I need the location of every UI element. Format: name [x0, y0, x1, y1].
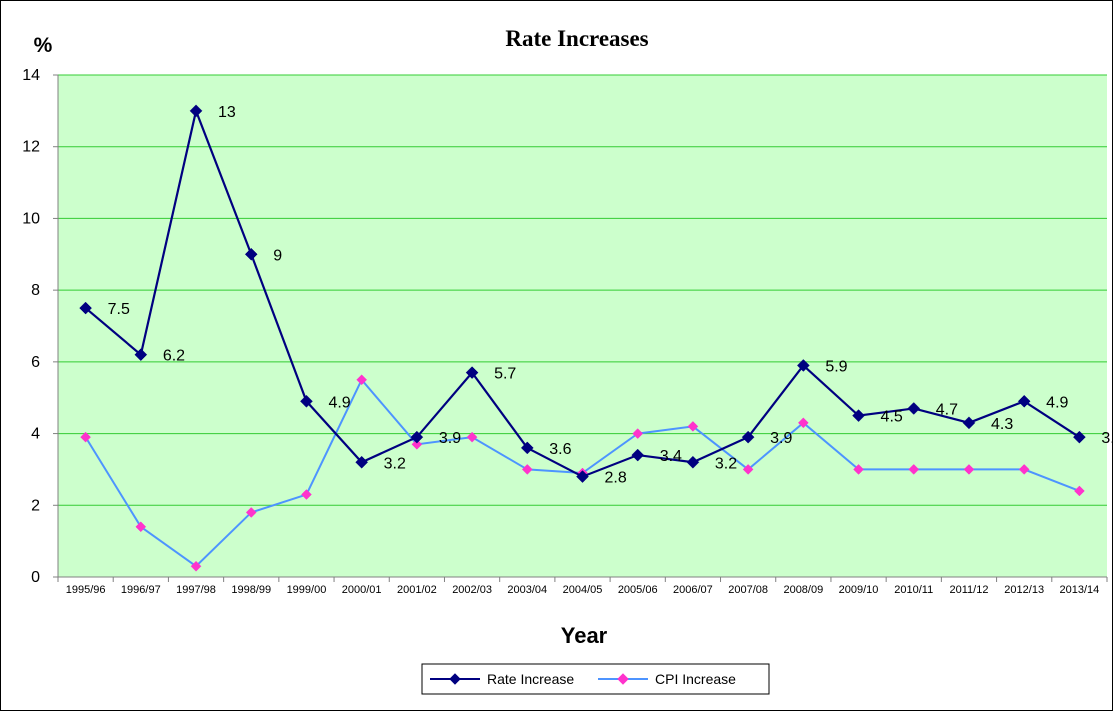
- y-tick-label: 12: [22, 139, 40, 156]
- data-point-cpi: [466, 431, 478, 443]
- data-point-cpi: [190, 560, 202, 572]
- x-tick-label: 2013/14: [1060, 584, 1100, 596]
- legend-label-cpi: CPI Increase: [655, 671, 736, 687]
- data-point-cpi: [245, 507, 257, 518]
- data-point-cpi: [632, 428, 644, 439]
- x-tick-label: 2009/10: [839, 584, 879, 596]
- x-tick-label: 1997/98: [176, 584, 216, 596]
- data-label: 13: [218, 104, 236, 121]
- x-axis-label: Year: [561, 623, 608, 648]
- data-point-rate: [962, 416, 976, 430]
- y-tick-label: 2: [31, 497, 40, 514]
- data-point-cpi: [797, 417, 809, 429]
- data-point-cpi: [301, 489, 312, 500]
- data-point-cpi: [356, 374, 368, 386]
- data-point-rate: [631, 448, 645, 462]
- x-tick-label: 2008/09: [783, 584, 823, 596]
- x-tick-label: 2005/06: [618, 584, 658, 596]
- data-label: 5.9: [825, 358, 847, 375]
- x-tick-label: 2012/13: [1004, 584, 1044, 596]
- x-tick-label: 2006/07: [673, 584, 713, 596]
- data-label: 6.2: [163, 348, 185, 365]
- chart-title: Rate Increases: [505, 26, 648, 51]
- data-point-rate: [244, 247, 258, 261]
- x-tick-label: 2002/03: [452, 584, 492, 596]
- data-point-cpi: [963, 464, 975, 475]
- data-point-cpi: [1074, 485, 1085, 497]
- data-label: 9: [273, 247, 282, 264]
- y-tick-label: 0: [31, 569, 40, 586]
- data-point-cpi: [687, 421, 699, 432]
- data-point-rate: [520, 441, 534, 455]
- y-tick-label: 4: [31, 426, 40, 443]
- x-tick-label: 2003/04: [507, 584, 547, 596]
- x-tick-label: 2007/08: [728, 584, 768, 596]
- data-point-cpi: [853, 464, 864, 475]
- data-point-cpi: [80, 431, 91, 443]
- legend-swatch-marker-rate: [449, 673, 461, 685]
- data-point-rate: [796, 359, 810, 372]
- data-label: 3.2: [384, 455, 406, 472]
- data-point-rate: [1073, 430, 1086, 444]
- y-tick-label: 14: [22, 67, 40, 84]
- data-point-rate: [1017, 394, 1031, 408]
- data-label: 4.9: [1046, 394, 1068, 411]
- x-tick-label: 1996/97: [121, 584, 161, 596]
- data-label: 5.7: [494, 366, 516, 383]
- data-point-cpi: [908, 464, 920, 475]
- y-axis-label: %: [34, 34, 53, 57]
- data-label: 4.5: [881, 409, 903, 426]
- data-point-rate: [410, 430, 424, 444]
- data-label: 7.5: [108, 301, 130, 318]
- x-tick-label: 2000/01: [342, 584, 382, 596]
- data-label: 4.3: [991, 416, 1013, 433]
- y-tick-label: 8: [31, 282, 40, 299]
- data-label: 3.2: [715, 455, 737, 472]
- data-point-rate: [79, 301, 92, 315]
- data-point-rate: [741, 430, 755, 444]
- data-point-cpi: [742, 464, 754, 475]
- x-tick-label: 1995/96: [66, 584, 106, 596]
- data-point-cpi: [411, 438, 423, 450]
- data-label: 3.6: [549, 441, 571, 458]
- y-tick-label: 10: [22, 210, 40, 227]
- x-tick-label: 2010/11: [894, 584, 933, 596]
- plot-background: [58, 75, 1107, 577]
- data-label: 4.7: [936, 401, 958, 418]
- data-point-rate: [355, 455, 369, 469]
- data-label: 3.9: [439, 430, 461, 447]
- data-point-rate: [686, 455, 700, 469]
- x-tick-label: 2011/12: [949, 584, 988, 596]
- data-point-rate: [189, 104, 203, 118]
- data-label: 4.9: [328, 394, 350, 411]
- data-label: 3.9: [1101, 430, 1112, 447]
- x-tick-label: 1998/99: [231, 584, 271, 596]
- legend-swatch-marker-cpi: [617, 673, 629, 685]
- x-tick-label: 1999/00: [287, 584, 327, 596]
- data-point-rate: [465, 366, 479, 379]
- plot-area: 0 2 4 6 8 10 12 14 1995/96 1996/97 1997/98 1998/99 1…: [22, 67, 1112, 596]
- data-point-cpi: [521, 464, 533, 475]
- legend: Rate Increase CPI Increase: [421, 663, 770, 695]
- x-tick-label: 2004/05: [563, 584, 603, 596]
- data-label: 3.9: [770, 430, 792, 447]
- data-point-cpi: [135, 521, 147, 533]
- y-tick-label: 6: [31, 354, 40, 371]
- data-point-cpi: [1018, 464, 1030, 475]
- data-point-rate: [300, 394, 313, 408]
- data-label: 3.4: [660, 448, 682, 465]
- data-label: 2.8: [605, 470, 627, 487]
- x-tick-label: 2001/02: [397, 584, 437, 596]
- legend-label-rate: Rate Increase: [487, 671, 574, 687]
- data-point-rate: [852, 409, 865, 422]
- data-point-rate: [907, 402, 921, 415]
- data-point-rate: [576, 470, 589, 483]
- data-point-rate: [134, 348, 148, 362]
